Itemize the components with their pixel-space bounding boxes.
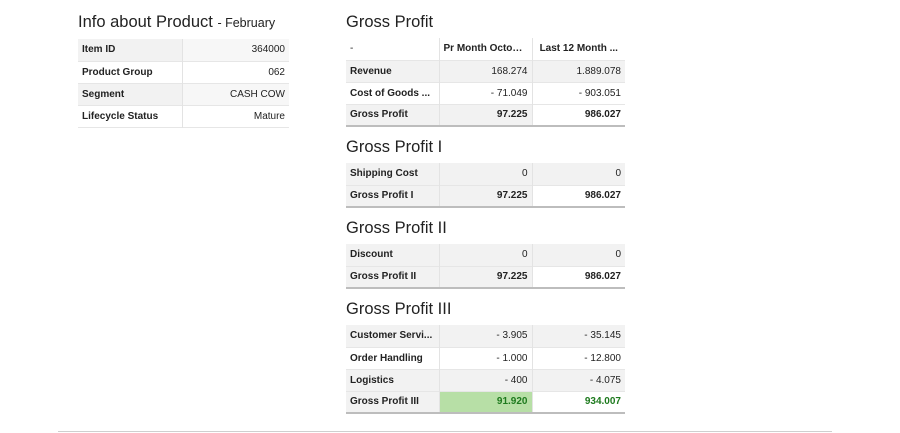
logistics-label: Logistics [346, 369, 440, 391]
product-group-label: Product Group [78, 61, 183, 83]
table-row: Product Group 062 [78, 61, 289, 83]
segment-value: CASH COW [182, 83, 289, 105]
table-row: Customer Servi... - 3.905 - 35.145 [346, 325, 625, 347]
gross-profit-total-month: 97.225 [439, 104, 533, 127]
logistics-month-value: - 400 [439, 369, 533, 391]
customer-service-month-value: - 3.905 [439, 325, 533, 347]
revenue-label: Revenue [346, 60, 440, 82]
product-info-table: Item ID 364000 Product Group 062 Segment… [78, 39, 289, 128]
gross-profit-1-section: Gross Profit I Shipping Cost 0 0 Gross P… [346, 137, 625, 208]
order-handling-year-value: - 12.800 [584, 352, 621, 364]
table-row: Logistics - 400 - 4.075 [346, 369, 625, 391]
gross-profit-2-title: Gross Profit II [346, 219, 447, 237]
shipping-cost-label: Shipping Cost [346, 163, 440, 185]
bottom-divider [58, 431, 832, 432]
gross-profit-3-table: Customer Servi... - 3.905 - 35.145 Order… [346, 325, 625, 414]
total-row: Gross Profit I 97.225 986.027 [346, 185, 625, 208]
gross-profit-2-table: Discount 0 0 Gross Profit II 97.225 986.… [346, 244, 625, 289]
lifecycle-status-label: Lifecycle Status [78, 105, 183, 127]
product-info-title-text: Info about Product [78, 13, 213, 31]
gross-profit-1-title: Gross Profit I [346, 138, 443, 156]
column-header-month[interactable]: Pr Month October [439, 38, 533, 60]
gross-profit-1-total-month: 97.225 [439, 185, 533, 208]
gross-profit-3-total-year: 934.007 [532, 391, 625, 414]
gross-profit-3-section: Gross Profit III Customer Servi... - 3.9… [346, 299, 625, 414]
gross-profit-1-table: Shipping Cost 0 0 Gross Profit I 97.225 … [346, 163, 625, 208]
product-info-panel: Info about Product - February Item ID 36… [78, 12, 289, 128]
product-info-subtitle: - February [217, 16, 276, 30]
gross-profit-table: - Pr Month October Last 12 Month ... Rev… [346, 38, 625, 127]
gross-profit-3-title: Gross Profit III [346, 300, 452, 318]
order-handling-label: Order Handling [346, 347, 440, 369]
table-row: Discount 0 0 [346, 244, 625, 266]
table-row: Lifecycle Status Mature [78, 105, 289, 127]
item-id-value: 364000 [182, 39, 289, 61]
lifecycle-status-value: Mature [182, 105, 289, 127]
gross-profit-title: Gross Profit [346, 13, 434, 31]
table-header-row: - Pr Month October Last 12 Month ... [346, 38, 625, 60]
gross-profit-panel: Gross Profit - Pr Month October Last 12 … [346, 12, 625, 414]
column-header-last-12-months[interactable]: Last 12 Month ... [532, 38, 625, 60]
gross-profit-2-total-month: 97.225 [439, 266, 533, 289]
shipping-cost-year-value: 0 [532, 163, 625, 185]
table-row: Segment CASH COW [78, 83, 289, 105]
cost-of-goods-label: Cost of Goods ... [346, 82, 440, 104]
table-row: Order Handling - 1.000 - 12.800 [346, 347, 625, 369]
total-row: Gross Profit III 91.920 934.007 [346, 391, 625, 414]
gross-profit-3-total-month: 91.920 [439, 391, 533, 414]
table-row: Shipping Cost 0 0 [346, 163, 625, 185]
cost-of-goods-month-value: - 71.049 [439, 82, 533, 104]
table-row: Cost of Goods ... - 71.049 - 903.051 [346, 82, 625, 104]
item-id-label: Item ID [78, 39, 183, 61]
gross-profit-total-label: Gross Profit [346, 104, 440, 127]
total-row: Gross Profit 97.225 986.027 [346, 104, 625, 127]
discount-month-value: 0 [439, 244, 533, 266]
revenue-year-value: 1.889.078 [532, 60, 625, 82]
gross-profit-1-total-year: 986.027 [532, 185, 625, 208]
shipping-cost-month-value: 0 [439, 163, 533, 185]
customer-service-label: Customer Servi... [346, 325, 440, 347]
logistics-year-value: - 4.075 [532, 369, 625, 391]
discount-year-value: 0 [532, 244, 625, 266]
segment-label: Segment [78, 83, 183, 105]
product-info-title: Info about Product - February [78, 12, 289, 33]
gross-profit-1-total-label: Gross Profit I [346, 185, 440, 208]
table-row: Item ID 364000 [78, 39, 289, 61]
customer-service-year-value: - 35.145 [532, 325, 625, 347]
gross-profit-total-year: 986.027 [532, 104, 625, 127]
total-row: Gross Profit II 97.225 986.027 [346, 266, 625, 289]
gross-profit-2-total-year: 986.027 [532, 266, 625, 289]
cost-of-goods-year-value: - 903.051 [578, 87, 621, 99]
table-row: Revenue 168.274 1.889.078 [346, 60, 625, 82]
gross-profit-2-total-label: Gross Profit II [346, 266, 440, 289]
revenue-month-value: 168.274 [439, 60, 533, 82]
gross-profit-2-section: Gross Profit II Discount 0 0 Gross Profi… [346, 218, 625, 289]
order-handling-month-value: - 1.000 [439, 347, 533, 369]
product-group-value: 062 [182, 61, 289, 83]
column-header-label[interactable]: - [346, 38, 440, 60]
gross-profit-3-total-label: Gross Profit III [346, 391, 440, 414]
discount-label: Discount [346, 244, 440, 266]
